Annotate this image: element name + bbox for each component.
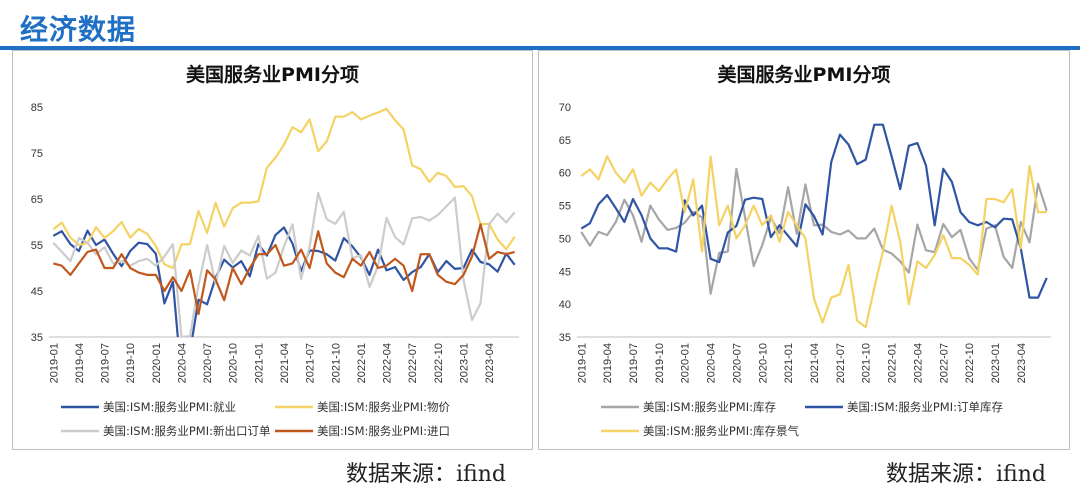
title-underline [0,46,1080,50]
source-note-right: 数据来源：ifind [886,462,1046,487]
chart1-legend-label: 美国:ISM:服务业PMI:库存景气 [643,424,799,438]
source-note-left: 数据来源：ifind [346,462,506,487]
chart0-legend-item: 美国:ISM:服务业PMI:新出口订单 [61,424,270,438]
chart1-x-tick-label: 2019-01 [576,343,588,383]
chart1-series-line-2 [580,155,1047,329]
chart1-legend-item: 美国:ISM:服务业PMI:订单库存 [805,400,1003,414]
chart1-y-tick-label: 60 [559,168,571,180]
chart1-y-tick-label: 35 [559,332,571,344]
chart-panel-left: 美国服务业PMI分项 35 45 55 65 75 85 2019-01 2019-04 2019… [12,50,533,450]
chart1-x-tick-label: 2019-10 [654,343,666,383]
chart1-title: 美国服务业PMI分项 [718,63,891,86]
chart0-x-tick-label: 2021-01 [253,343,265,383]
chart0-legend-label: 美国:ISM:服务业PMI:新出口订单 [103,424,270,438]
chart-left: 美国服务业PMI分项 35 45 55 65 75 85 2019-01 2019-04 2019… [31,63,519,438]
chart0-y-tick-label: 45 [31,286,43,298]
chart0-x-tick-label: 2019-10 [125,343,137,383]
chart0-legend-label: 美国:ISM:服务业PMI:物价 [317,400,450,414]
chart1-x-tick-label: 2023-01 [990,343,1002,383]
chart0-y-tick-label: 35 [31,332,43,344]
chart0-x-tick-label: 2020-07 [202,343,214,383]
chart1-x-tick-label: 2022-01 [887,343,899,383]
chart1-x-tick-label: 2019-07 [628,343,640,383]
chart1-y-tick-label: 65 [559,135,571,147]
chart1-x-tick-label: 2022-04 [912,343,924,383]
chart0-legend-item: 美国:ISM:服务业PMI:就业 [61,400,236,414]
chart1-x-tick-label: 2021-04 [809,343,821,383]
chart0-x-tick-label: 2021-07 [305,343,317,383]
chart1-y-tick-label: 50 [559,233,571,245]
chart0-legend-item: 美国:ISM:服务业PMI:进口 [275,424,450,438]
chart0-x-tick-label: 2020-10 [228,343,240,383]
chart1-series-line-1 [580,123,1048,299]
chart0-x-tick-label: 2019-07 [100,343,112,383]
chart-panel-right: 美国服务业PMI分项 35 40 45 50 55 60 65 70 2019-01 2019-04… [538,50,1070,450]
chart1-y-tick-label: 40 [559,299,571,311]
chart0-series-line-1 [52,107,516,270]
chart1-legend-item: 美国:ISM:服务业PMI:库存 [601,400,776,414]
chart1-x-tick-label: 2021-01 [783,343,795,383]
chart0-y-tick-label: 85 [31,102,43,114]
chart0-series-line-2 [52,191,516,337]
chart0-y-tick-label: 55 [31,240,43,252]
chart0-x-tick-label: 2019-01 [48,343,60,383]
chart1-x-tick-label: 2020-07 [731,343,743,383]
chart1-y-tick-label: 55 [559,201,571,213]
chart1-x-tick-label: 2021-07 [835,343,847,383]
chart0-x-tick-label: 2023-01 [458,343,470,383]
chart1-legend-label: 美国:ISM:服务业PMI:订单库存 [847,400,1003,414]
chart0-y-tick-label: 75 [31,148,43,160]
chart0-x-tick-label: 2020-04 [176,343,188,383]
chart0-title: 美国服务业PMI分项 [186,63,359,86]
chart1-x-tick-label: 2019-04 [602,343,614,383]
chart1-series-line-0 [580,167,1048,295]
chart1-x-tick-label: 2021-10 [861,343,873,383]
chart0-legend-label: 美国:ISM:服务业PMI:进口 [317,424,450,438]
chart0-x-tick-label: 2023-04 [484,343,496,383]
chart0-x-tick-label: 2021-04 [279,343,291,383]
page-title: 经济数据 [20,13,137,46]
chart1-x-tick-label: 2023-04 [1016,343,1028,383]
chart0-x-tick-label: 2022-01 [356,343,368,383]
chart0-x-tick-label: 2021-10 [330,343,342,383]
chart1-legend-label: 美国:ISM:服务业PMI:库存 [643,400,776,414]
chart0-x-tick-label: 2020-01 [151,343,163,383]
chart0-x-tick-label: 2022-04 [382,343,394,383]
chart1-x-tick-label: 2022-10 [964,343,976,383]
chart1-x-tick-label: 2020-10 [757,343,769,383]
chart1-y-tick-label: 45 [559,266,571,278]
chart0-legend-label: 美国:ISM:服务业PMI:就业 [103,400,236,414]
chart-right: 美国服务业PMI分项 35 40 45 50 55 60 65 70 2019-01 2019-04… [559,63,1051,438]
chart1-y-tick-label: 70 [559,102,571,114]
chart0-x-tick-label: 2022-07 [407,343,419,383]
chart1-x-tick-label: 2022-07 [938,343,950,383]
chart0-x-tick-label: 2022-10 [433,343,445,383]
chart1-x-tick-label: 2020-04 [706,343,718,383]
chart0-legend-item: 美国:ISM:服务业PMI:物价 [275,400,450,414]
chart1-x-tick-label: 2020-01 [680,343,692,383]
chart0-x-tick-label: 2019-04 [74,343,86,383]
chart0-series-line-3 [53,223,515,316]
chart1-legend-item: 美国:ISM:服务业PMI:库存景气 [601,424,799,438]
chart0-y-tick-label: 65 [31,194,43,206]
